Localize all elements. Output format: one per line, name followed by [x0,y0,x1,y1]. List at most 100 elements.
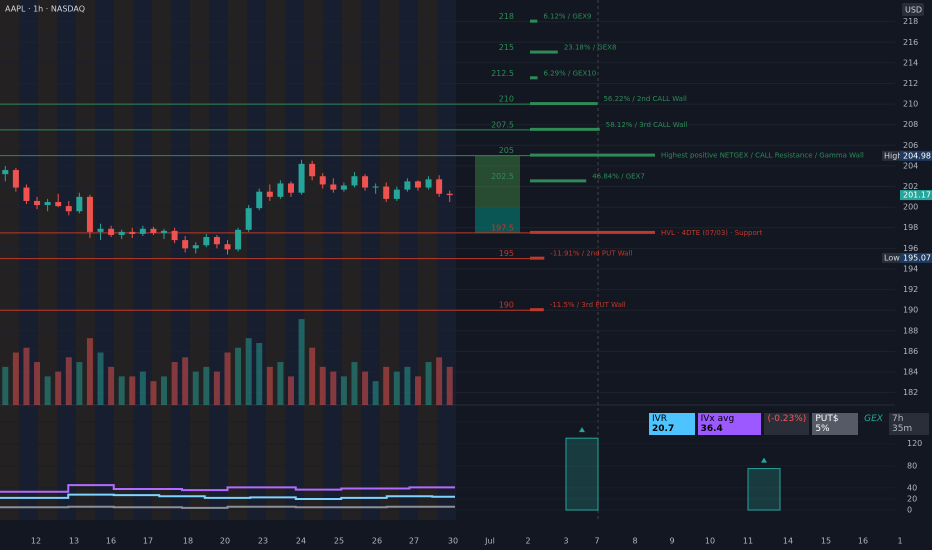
level-label: 23.18% / GEX8 [564,44,617,52]
puts: PUT$ 5% [812,413,859,435]
volume-bar [12,352,19,405]
last-badge [900,190,932,201]
volume-bar [213,371,220,405]
level-bar [530,153,655,157]
candle-body [192,245,199,249]
zone [475,155,520,208]
level-bar [530,230,655,234]
indicator-line [0,484,455,493]
level-price: 218 [499,12,514,21]
session-band [152,0,171,520]
volume-bar [171,362,178,405]
volume-bar [76,362,83,405]
volume-bar [235,347,242,405]
candle-body [340,185,347,190]
volume-bar [362,371,369,405]
volume-bar [277,362,284,405]
x-tick-label: 8 [632,537,637,546]
x-tick-label: 25 [334,537,344,546]
volume-bar [372,381,379,405]
volume-bar [150,381,157,405]
ivx: IVx avg [700,414,735,424]
last-value: 201.17 [903,191,931,200]
candle-body [12,170,19,188]
x-tick-label: 11 [743,537,753,546]
session-band [361,0,380,520]
volume-bar [108,366,115,405]
candle-body [224,244,231,250]
volume-bar [118,376,125,405]
volume-bar [55,371,62,405]
low-badge [900,252,932,263]
session-band [57,0,76,520]
session-band [437,0,456,520]
y-tick-label: 212 [903,79,918,88]
x-tick-label: 24 [296,537,306,546]
level-bar [530,50,558,54]
y-tick-label: 218 [903,17,918,26]
volume-bar [287,376,294,405]
low-tag [882,252,904,263]
volume-bar [97,352,104,405]
session-band [0,0,19,520]
level-price: 210 [499,95,514,104]
level-bar [530,102,598,106]
y-tick-label: 206 [903,141,918,150]
candle-body [139,228,146,234]
level-bar [530,308,544,312]
lower-tick-label: 20 [907,494,917,503]
candle-body [362,176,369,188]
level-price: 195 [499,249,514,258]
candle-body [108,228,115,235]
level-price: 212.5 [491,69,514,78]
y-tick-label: 190 [903,306,918,315]
session-band [133,0,152,520]
ivx-value: 36.4 [700,424,723,434]
x-tick-label: 16 [106,537,116,546]
level-label: Highest positive NETGEX / CALL Resistanc… [661,152,864,160]
indicator-line [0,505,455,509]
y-tick-label: 194 [903,264,918,273]
volume-bar [86,338,93,405]
volume-bar [161,376,168,405]
candle-body [44,201,51,206]
candle-body [245,208,252,230]
ivr: IVR [652,414,668,424]
y-tick-label: 188 [903,326,918,335]
x-tick-label: 12 [31,537,41,546]
volume-bar [330,371,337,405]
candle-body [309,163,316,177]
session-band [323,0,342,520]
y-tick-label: 208 [903,120,918,129]
volume-bar [319,366,326,405]
session-band [380,0,399,520]
session-band [247,0,266,520]
candle-body [171,230,178,241]
candle-body [319,176,326,185]
indicator-line [0,493,455,500]
gex-box [747,468,781,511]
y-tick-label: 186 [903,347,918,356]
axis-bg [895,0,932,550]
level-bar [530,179,587,183]
y-tick-label: 202 [903,182,918,191]
volume-bar [446,366,453,405]
volume-bar [404,366,411,405]
low-value: 195.07 [903,253,931,262]
y-tick-label: 182 [903,388,918,397]
candle-body [55,201,62,207]
level-label: HVL · 4DTE (07/03) · Support [661,229,763,237]
candle-body [182,240,189,249]
candle-body [150,228,157,233]
candle-body [330,184,337,190]
candle-body [2,170,9,175]
x-tick-label: 7 [594,537,599,546]
volume-bar [256,342,263,405]
candle-body [203,237,210,246]
candle-body [129,231,136,234]
level-label: 6.12% / GEX9 [543,13,591,21]
x-tick-label: 26 [372,537,382,546]
gex-box [565,437,599,511]
volume-bar [224,352,231,405]
candle-body [34,200,41,206]
